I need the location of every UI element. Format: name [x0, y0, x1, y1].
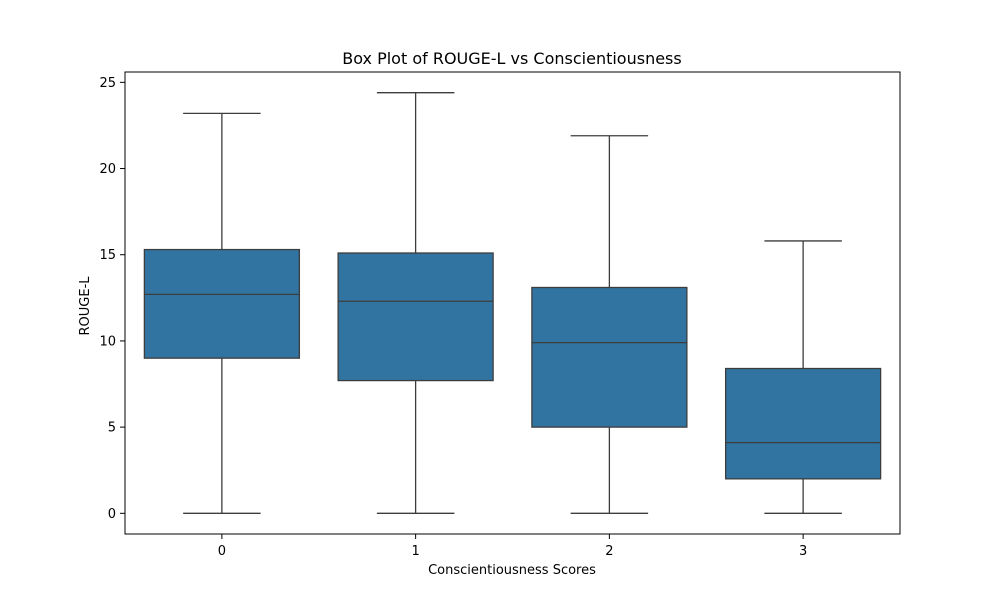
- x-tick-label: 2: [605, 544, 613, 559]
- x-axis-label: Conscientiousness Scores: [428, 563, 596, 578]
- x-tick-label: 3: [799, 544, 807, 559]
- plot-area: 0 5 10 15 20 25 0 1 2 3: [99, 71, 901, 559]
- y-tick-label: 5: [108, 421, 116, 436]
- box-0: [143, 248, 301, 359]
- plot-frame: [124, 71, 901, 535]
- chart-title: Box Plot of ROUGE-L vs Conscientiousness: [342, 49, 681, 68]
- y-tick-label: 15: [99, 248, 116, 263]
- y-tick-label: 20: [99, 162, 116, 177]
- y-axis-label: ROUGE-L: [78, 276, 93, 336]
- box-1: [337, 252, 494, 382]
- x-tick-label: 1: [411, 544, 419, 559]
- x-tick-label: 0: [218, 544, 226, 559]
- y-tick-label: 10: [99, 334, 116, 349]
- y-tick-label: 25: [99, 76, 116, 91]
- y-tick-label: 0: [108, 507, 116, 522]
- box-3: [724, 367, 882, 480]
- box-2: [531, 286, 688, 428]
